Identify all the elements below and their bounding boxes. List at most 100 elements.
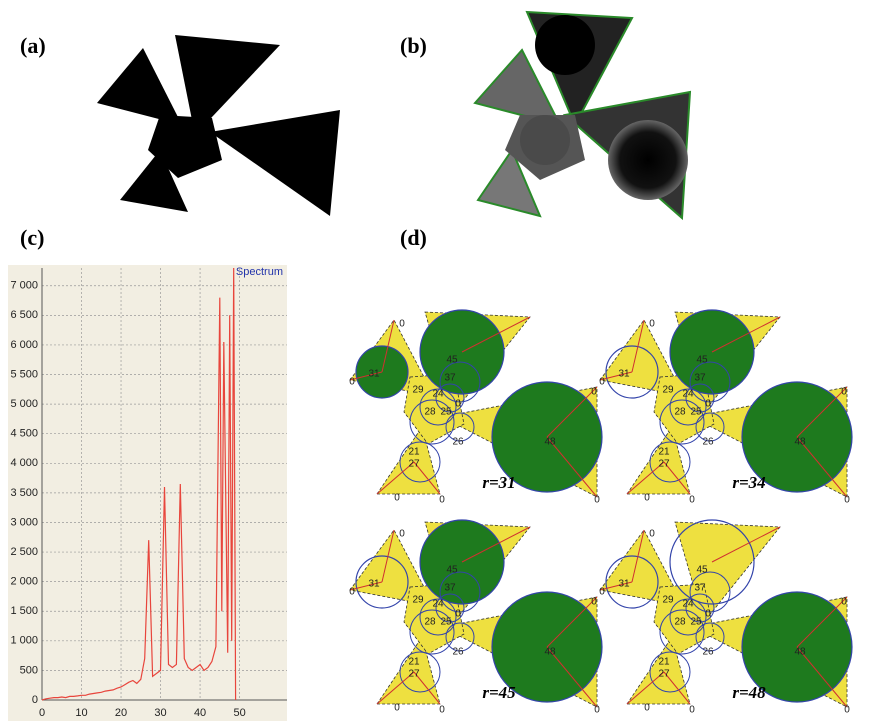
- node-label: 45: [446, 565, 458, 576]
- node-label: 0: [394, 703, 400, 714]
- node-label: 31: [618, 369, 630, 380]
- node-label: 25: [440, 407, 452, 418]
- node-label: 37: [444, 373, 456, 384]
- diagram: 00314537242928250264821270000r=34: [599, 310, 852, 506]
- x-tick-label: 20: [115, 707, 127, 719]
- y-tick-label: 1 000: [10, 635, 38, 647]
- node-label: 21: [408, 657, 420, 668]
- node-label: 45: [696, 355, 708, 366]
- node-label: 0: [591, 597, 597, 608]
- y-tick-label: 1 500: [10, 605, 38, 617]
- node-label: 26: [702, 437, 714, 448]
- node-label: 24: [682, 389, 694, 400]
- node-label: 21: [658, 657, 670, 668]
- node-label: 0: [649, 319, 655, 330]
- y-tick-label: 5 500: [10, 368, 38, 380]
- node-label: 45: [696, 565, 708, 576]
- node-label: 37: [694, 583, 706, 594]
- caption: r=34: [732, 473, 765, 492]
- x-tick-label: 40: [194, 707, 206, 719]
- panel-label: (d): [400, 225, 427, 250]
- caption: r=31: [482, 473, 515, 492]
- node-label: 26: [702, 647, 714, 658]
- node-label: 27: [408, 669, 420, 680]
- node-label: 28: [674, 407, 686, 418]
- node-label: 0: [844, 705, 850, 716]
- node-label: 29: [412, 385, 424, 396]
- y-tick-label: 3 500: [10, 487, 38, 499]
- x-tick-label: 0: [39, 707, 45, 719]
- x-tick-label: 50: [233, 707, 245, 719]
- node-label: 24: [432, 389, 444, 400]
- node-label: 0: [439, 705, 445, 716]
- node-label: 0: [399, 319, 405, 330]
- node-label: 0: [455, 399, 461, 410]
- node-label: 0: [689, 705, 695, 716]
- node-label: 25: [690, 617, 702, 628]
- node-label: 48: [794, 437, 806, 448]
- node-label: 0: [594, 705, 600, 716]
- node-label: 0: [455, 609, 461, 620]
- node-label: 25: [690, 407, 702, 418]
- y-tick-label: 2 000: [10, 576, 38, 588]
- node-label: 0: [591, 387, 597, 398]
- node-label: 0: [399, 529, 405, 540]
- node-label: 0: [594, 495, 600, 506]
- node-label: 48: [544, 647, 556, 658]
- y-tick-label: 7 000: [10, 280, 38, 292]
- y-tick-label: 6 500: [10, 309, 38, 321]
- y-tick-label: 3 000: [10, 516, 38, 528]
- node-label: 0: [599, 377, 605, 388]
- node-label: 26: [452, 437, 464, 448]
- y-tick-label: 2 500: [10, 546, 38, 558]
- node-label: 28: [424, 617, 436, 628]
- node-label: 0: [439, 495, 445, 506]
- panel-label: (c): [20, 225, 44, 250]
- node-label: 29: [412, 595, 424, 606]
- node-label: 25: [440, 617, 452, 628]
- node-label: 27: [658, 459, 670, 470]
- caption: r=45: [482, 683, 516, 702]
- node-label: 0: [649, 529, 655, 540]
- node-label: 28: [424, 407, 436, 418]
- node-label: 48: [794, 647, 806, 658]
- x-tick-label: 30: [154, 707, 166, 719]
- node-label: 21: [658, 447, 670, 458]
- node-label: 29: [662, 595, 674, 606]
- node-label: 0: [841, 387, 847, 398]
- node-label: 0: [844, 495, 850, 506]
- node-label: 24: [682, 599, 694, 610]
- shape-b: [475, 12, 690, 218]
- node-label: 37: [694, 373, 706, 384]
- node-label: 0: [705, 399, 711, 410]
- figure: (a) (b) (c) (d) Spectrum 05001 0001 5002…: [0, 0, 870, 721]
- x-tick-label: 10: [75, 707, 87, 719]
- node-label: 24: [432, 599, 444, 610]
- node-label: 45: [446, 355, 458, 366]
- node-label: 29: [662, 385, 674, 396]
- y-tick-label: 6 000: [10, 339, 38, 351]
- node-label: 48: [544, 437, 556, 448]
- y-tick-label: 500: [20, 664, 38, 676]
- y-tick-label: 0: [32, 694, 38, 706]
- y-tick-label: 4 000: [10, 457, 38, 469]
- node-label: 0: [349, 587, 355, 598]
- node-label: 31: [618, 579, 630, 590]
- panel-label: (a): [20, 33, 46, 58]
- node-label: 31: [368, 579, 380, 590]
- node-label: 0: [644, 703, 650, 714]
- node-label: 27: [408, 459, 420, 470]
- shape-a: [97, 35, 340, 216]
- panel-label: (b): [400, 33, 427, 58]
- node-label: 26: [452, 647, 464, 658]
- node-label: 0: [644, 493, 650, 504]
- legend: Spectrum: [236, 266, 283, 278]
- node-label: 31: [368, 369, 380, 380]
- node-label: 0: [394, 493, 400, 504]
- node-label: 28: [674, 617, 686, 628]
- node-label: 27: [658, 669, 670, 680]
